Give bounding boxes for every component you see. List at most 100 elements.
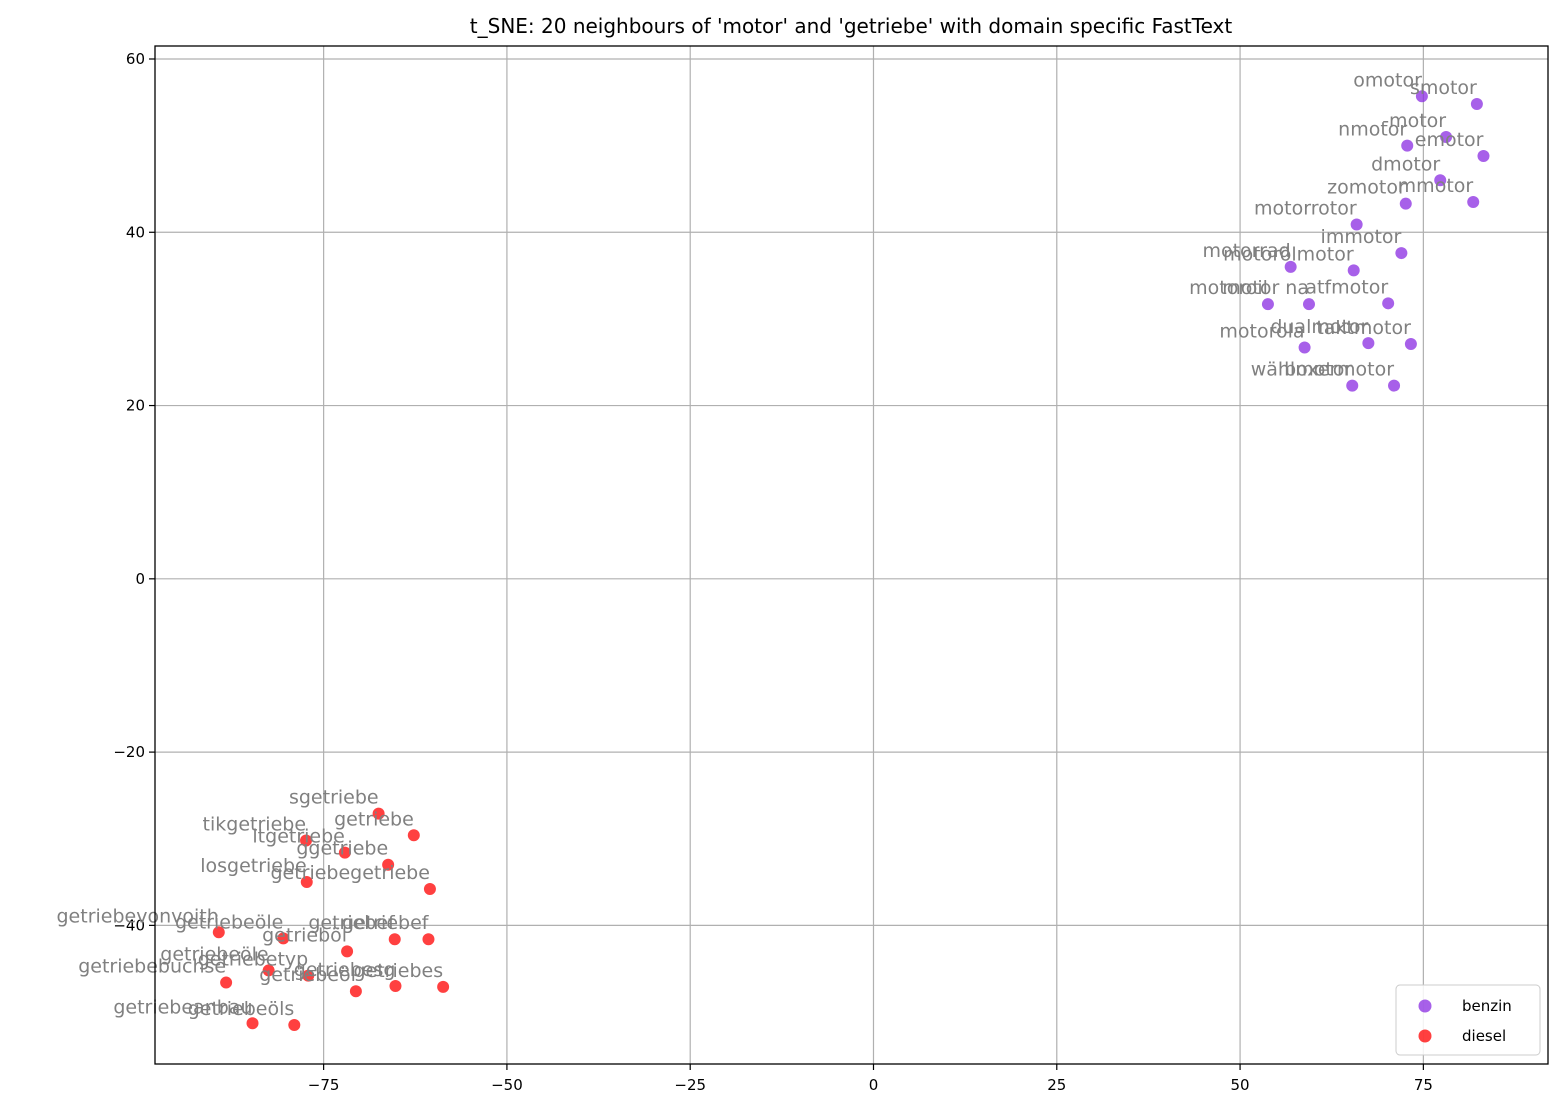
point-label: motoroil	[1189, 277, 1268, 299]
point-label: getriebeöls	[188, 998, 295, 1020]
point-label: omotor	[1353, 69, 1422, 91]
data-point-diesel	[382, 858, 395, 871]
point-label: boxermotor	[1284, 359, 1394, 381]
data-point-benzin	[1434, 174, 1447, 187]
point-label: dualmotor	[1270, 316, 1368, 338]
data-point-benzin	[1470, 98, 1483, 111]
point-label: getriebeöle	[175, 911, 283, 933]
data-point-diesel	[407, 829, 420, 842]
y-tick-label: −20	[113, 743, 145, 761]
data-point-benzin	[1284, 260, 1297, 273]
x-tick-label: 0	[869, 1076, 879, 1094]
legend: benzin diesel	[1395, 984, 1541, 1056]
point-label: getriebeanbau	[113, 996, 252, 1018]
data-point-benzin	[1404, 338, 1417, 351]
data-point-benzin	[1415, 90, 1428, 103]
x-tick-label: −25	[674, 1076, 706, 1094]
point-label: getriebef	[342, 912, 430, 934]
x-tick-label: −75	[308, 1076, 340, 1094]
plot-frame	[154, 45, 1549, 1065]
point-label: getriebef	[308, 912, 396, 934]
point-label: getriebetyp	[198, 949, 308, 971]
data-point-benzin	[1399, 197, 1412, 210]
data-point-benzin	[1467, 195, 1480, 208]
data-point-diesel	[437, 980, 450, 993]
data-point-benzin	[1347, 264, 1360, 277]
legend-marker-benzin	[1418, 999, 1432, 1013]
point-label: getriebevonvoith	[57, 905, 219, 927]
point-label: getriebegetriebe	[270, 862, 429, 884]
data-point-diesel	[372, 807, 385, 820]
data-points	[212, 90, 1490, 1032]
point-label: motorrotor	[1254, 197, 1357, 219]
data-point-benzin	[1477, 150, 1490, 163]
data-point-diesel	[212, 926, 225, 939]
point-label: sgetriebe	[289, 787, 379, 809]
data-point-diesel	[277, 932, 290, 945]
data-point-benzin	[1388, 379, 1401, 392]
data-point-diesel	[300, 834, 313, 847]
point-label: getriebes	[353, 960, 443, 982]
data-point-benzin	[1350, 218, 1363, 231]
data-point-diesel	[262, 964, 275, 977]
point-label: motorrad	[1202, 240, 1290, 262]
data-point-diesel	[288, 1019, 301, 1032]
data-point-diesel	[349, 985, 362, 998]
point-label: motorölmotor	[1223, 243, 1354, 265]
data-point-diesel	[338, 846, 351, 859]
legend-label-benzin: benzin	[1462, 997, 1512, 1015]
point-label: tikgetriebe	[203, 813, 306, 835]
data-point-diesel	[341, 945, 354, 958]
point-label: immotor	[1321, 226, 1402, 248]
data-point-diesel	[302, 969, 315, 982]
point-label: motor na	[1222, 277, 1309, 299]
x-tick-label: 75	[1414, 1076, 1433, 1094]
point-label: zomotor	[1327, 177, 1406, 199]
point-label: getriebeöle	[160, 943, 268, 965]
data-point-diesel	[220, 976, 233, 989]
data-point-diesel	[300, 876, 313, 889]
point-label: dmotor	[1371, 153, 1440, 175]
point-label: smotor	[1410, 77, 1477, 99]
point-label: getrieböl	[262, 924, 347, 946]
point-label: ggetriebe	[296, 838, 388, 860]
y-tick-label: 0	[135, 570, 145, 588]
data-point-diesel	[246, 1017, 259, 1030]
point-label: mmotor	[1398, 175, 1474, 197]
data-point-benzin	[1440, 130, 1453, 143]
data-point-benzin	[1401, 139, 1414, 152]
data-point-benzin	[1298, 341, 1311, 354]
x-tick-label: −50	[491, 1076, 523, 1094]
point-label: wählmotor	[1251, 359, 1353, 381]
point-label: ltgetriebe	[252, 826, 344, 848]
point-label: atfmotor	[1305, 276, 1388, 298]
data-point-benzin	[1261, 298, 1274, 311]
point-label: nmotor	[1338, 119, 1407, 141]
point-label: losgetriebe	[200, 855, 307, 877]
axis-ticks: −75 −50 −25 0 25 50 75 −40 −20 0 20 40 60	[113, 50, 1433, 1094]
point-label: taktmotor	[1316, 317, 1411, 339]
data-point-benzin	[1362, 337, 1375, 350]
point-label: emotor	[1415, 129, 1484, 151]
legend-box	[1395, 984, 1541, 1056]
y-tick-label: 60	[126, 50, 145, 68]
point-label: motorola	[1219, 321, 1304, 343]
data-point-diesel	[388, 933, 401, 946]
chart-title: t_SNE: 20 neighbours of 'motor' and 'get…	[470, 14, 1233, 38]
point-label: getriebebuchse	[78, 956, 226, 978]
y-tick-label: 20	[126, 397, 145, 415]
legend-marker-diesel	[1418, 1029, 1432, 1043]
data-point-benzin	[1302, 298, 1315, 311]
data-point-diesel	[423, 882, 436, 895]
point-label: getriebe	[334, 808, 414, 830]
data-point-diesel	[422, 933, 435, 946]
x-tick-label: 50	[1231, 1076, 1250, 1094]
grid	[155, 46, 1548, 1064]
point-label: getriebesg	[294, 959, 396, 981]
data-point-benzin	[1395, 247, 1408, 260]
y-tick-label: 40	[126, 223, 145, 241]
data-point-benzin	[1346, 379, 1359, 392]
data-point-benzin	[1382, 297, 1395, 310]
